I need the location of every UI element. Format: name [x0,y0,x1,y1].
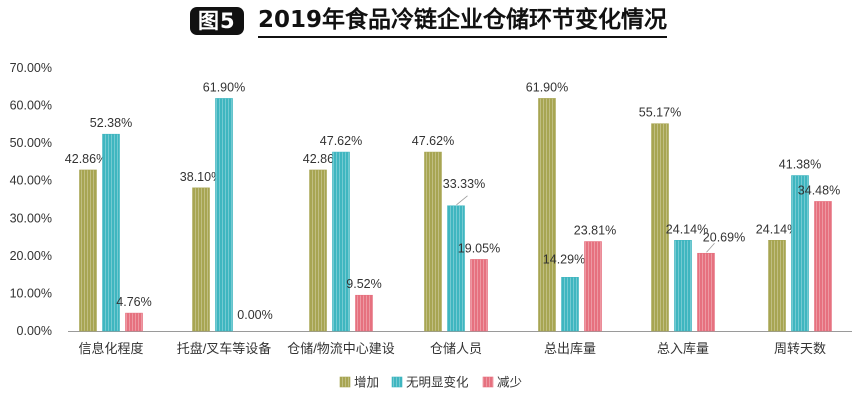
data-label: 24.14% [756,222,798,236]
data-label: 4.76% [116,295,151,309]
data-label: 47.62% [320,134,362,148]
bar-increase [309,169,327,332]
data-label: 24.14% [666,222,708,236]
y-tick-label: 30.00% [10,211,52,225]
bar-no-change [215,98,233,332]
legend-label: 减少 [497,376,522,390]
bar-decrease [355,294,373,332]
category-label: 信息化程度 [78,341,143,356]
category-label: 周转天数 [774,341,826,356]
data-label: 0.00% [237,308,272,322]
figure-number-badge: 图5 [190,7,244,35]
data-label: 42.86% [65,152,107,166]
category-label: 仓储人员 [430,341,482,356]
legend-swatch [339,376,351,388]
y-tick-label: 0.00% [17,324,52,338]
data-label: 14.29% [543,252,585,266]
bar-chart: 0.00% 10.00% 20.00% 30.00% 40.00% 50.00% 60.00… [10,61,852,390]
data-label: 38.10% [180,170,222,184]
data-label: 23.81% [574,224,616,238]
legend-swatch [482,376,494,388]
bar-no-change [674,240,692,332]
chart-title: 2019年食品冷链企业仓储环节变化情况 [258,5,668,38]
category-label: 总入库量 [657,341,709,356]
legend-label: 无明显变化 [406,375,469,390]
data-label: 52.38% [90,116,132,130]
data-label: 61.90% [203,80,245,94]
bar-no-change [332,151,350,332]
bar-increase [79,169,97,332]
category-label: 仓储/物流中心建设 [287,341,395,356]
legend-swatch [391,376,403,388]
y-tick-label: 60.00% [10,99,52,113]
data-label: 34.48% [798,183,840,197]
y-tick-label: 70.00% [10,61,52,75]
data-label: 33.33% [443,177,485,191]
bar-no-change [447,205,465,332]
bar-no-change [561,277,579,332]
bar-decrease [470,259,488,332]
bar-increase [192,187,210,332]
bar-no-change [791,175,809,332]
y-tick-label: 10.00% [10,286,52,300]
data-label: 61.90% [526,80,568,94]
bar-decrease [584,241,602,332]
bar-decrease [125,312,143,332]
chart-header: 图5 2019年食品冷链企业仓储环节变化情况 [0,0,864,48]
data-label: 19.05% [458,241,500,255]
bar-increase [538,98,556,332]
y-tick-label: 50.00% [10,136,52,150]
bar-increase [651,123,669,332]
category-label: 托盘/叉车等设备 [177,341,272,356]
legend-label: 增加 [354,375,379,390]
bar-increase [768,240,786,332]
category-label: 总出库量 [544,341,596,356]
bar-no-change [102,133,120,332]
y-tick-label: 40.00% [10,174,52,188]
data-label: 41.38% [779,158,821,172]
data-label: 55.17% [639,106,681,120]
data-label: 20.69% [703,230,745,244]
bar-decrease [814,201,832,332]
y-tick-label: 20.00% [10,249,52,263]
leader-line [706,242,715,253]
data-label: 47.62% [412,134,454,148]
bar-increase [424,151,442,332]
data-label: 9.52% [346,277,381,291]
bar-decrease [697,252,715,332]
leader-line [456,195,468,206]
